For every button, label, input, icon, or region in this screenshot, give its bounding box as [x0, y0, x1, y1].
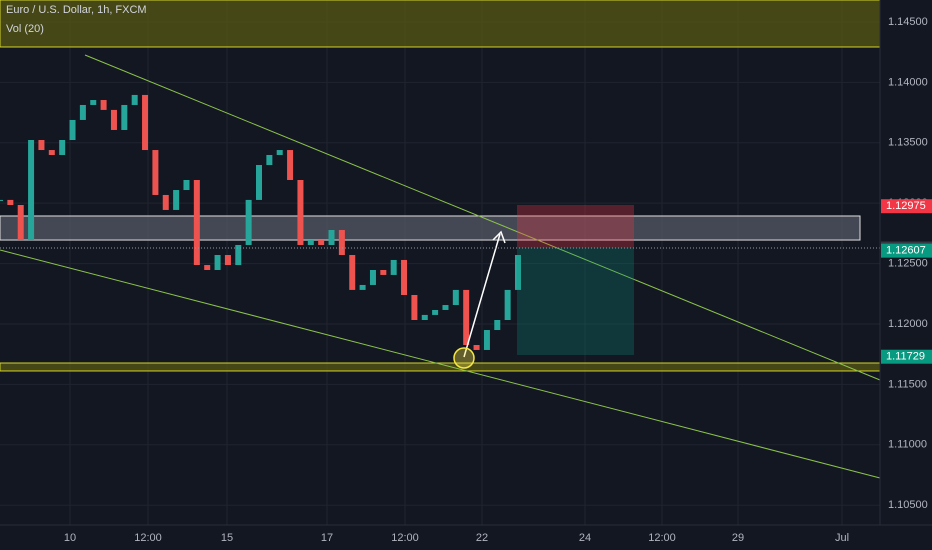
candle — [193, 179, 200, 266]
candle — [245, 199, 252, 245]
candle — [483, 330, 490, 350]
x-tick-label: 22 — [476, 532, 488, 544]
trend-line — [0, 249, 881, 479]
candle — [411, 294, 418, 321]
candle — [224, 255, 231, 266]
candle — [38, 140, 45, 151]
y-tick-label: 1.10500 — [888, 499, 928, 511]
candle — [359, 284, 366, 290]
candle — [152, 150, 159, 195]
candle — [235, 244, 242, 266]
x-tick-label: 12:00 — [134, 532, 162, 544]
candle — [504, 289, 511, 321]
x-tick-label: 10 — [64, 532, 76, 544]
indicator-label: Vol (20) — [6, 23, 44, 35]
y-tick-label: 1.12500 — [888, 257, 928, 269]
candle — [452, 289, 459, 306]
marker-circle — [453, 347, 475, 369]
arrow — [463, 233, 501, 358]
candle — [142, 94, 149, 151]
candle — [214, 255, 221, 270]
x-tick-label: 12:00 — [648, 532, 676, 544]
candle — [256, 165, 262, 200]
y-tick-label: 1.14000 — [888, 76, 928, 88]
candle — [183, 179, 190, 191]
candle — [328, 230, 335, 245]
x-tick-label: 15 — [221, 532, 233, 544]
candle — [318, 240, 325, 245]
stop-zone — [517, 205, 634, 248]
candle — [69, 119, 76, 141]
candle — [100, 100, 107, 110]
target-zone — [517, 248, 634, 355]
candle — [121, 104, 128, 130]
candle — [17, 204, 24, 241]
symbol-title: Euro / U.S. Dollar, 1h, FXCM — [6, 4, 147, 16]
candle — [515, 255, 521, 290]
candle — [473, 345, 480, 350]
candle — [432, 309, 439, 315]
x-tick-label: 17 — [321, 532, 333, 544]
price-tag — [881, 349, 932, 364]
candle — [297, 179, 304, 245]
candle — [59, 140, 66, 155]
candle — [48, 150, 55, 155]
candle — [494, 320, 501, 331]
y-tick-label: 1.11500 — [888, 378, 927, 390]
price-tag — [881, 199, 932, 214]
y-tick-label: 1.12000 — [888, 318, 928, 330]
candle — [390, 259, 397, 275]
candle — [0, 199, 3, 201]
candle — [110, 109, 117, 130]
candle — [28, 140, 35, 241]
candle — [421, 314, 428, 321]
trend-line — [84, 54, 881, 381]
x-tick-label: 29 — [732, 532, 744, 544]
x-tick-label: 12:00 — [391, 532, 419, 544]
candle — [307, 240, 314, 245]
candle — [349, 255, 356, 290]
candle — [401, 259, 408, 295]
candle — [79, 104, 86, 120]
x-tick-label: 24 — [579, 532, 591, 544]
candle — [266, 154, 273, 166]
candle — [463, 289, 470, 346]
candle — [338, 230, 345, 256]
candle — [7, 199, 14, 205]
y-tick-label: 1.11000 — [888, 439, 927, 451]
arrow-head — [492, 230, 506, 244]
price-tag — [881, 243, 932, 258]
y-tick-label: 1.13500 — [888, 137, 928, 149]
price-tag-label: 1.12607 — [886, 245, 926, 257]
candle — [173, 190, 180, 210]
candle — [287, 150, 294, 180]
price-tag-label: 1.12975 — [886, 200, 926, 212]
price-tag-label: 1.11729 — [886, 351, 925, 363]
zone — [0, 215, 861, 241]
candle — [442, 305, 449, 310]
y-tick-label: 1.14500 — [888, 16, 928, 28]
candle — [162, 194, 169, 210]
price-axis — [880, 0, 932, 550]
candle — [369, 269, 376, 285]
candle — [90, 100, 97, 105]
candle — [276, 150, 283, 155]
zone — [0, 0, 881, 48]
candle — [204, 265, 211, 270]
x-tick-label: Jul — [835, 532, 849, 544]
candle — [380, 269, 387, 275]
candle — [131, 94, 138, 105]
